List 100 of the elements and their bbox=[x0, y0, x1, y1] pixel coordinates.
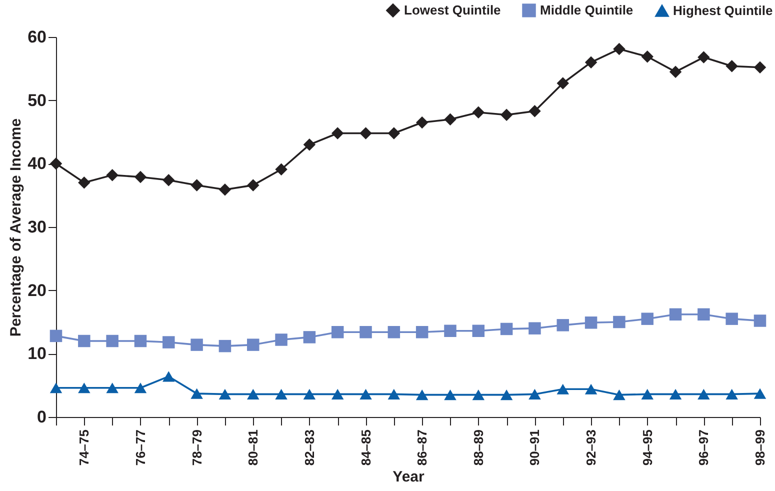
point bbox=[500, 322, 513, 336]
point bbox=[106, 382, 118, 394]
point bbox=[303, 331, 316, 344]
point bbox=[331, 388, 344, 400]
point bbox=[669, 308, 682, 321]
x-tick-label: 84–85 bbox=[358, 430, 374, 466]
point bbox=[641, 388, 654, 400]
point bbox=[444, 324, 456, 337]
x-tick-label: 80–81 bbox=[246, 430, 261, 466]
point bbox=[360, 127, 372, 140]
point bbox=[444, 390, 456, 400]
x-tick-label: 98–99 bbox=[752, 430, 768, 466]
point bbox=[50, 330, 62, 342]
point bbox=[246, 338, 260, 351]
point bbox=[584, 384, 598, 394]
point bbox=[331, 127, 344, 140]
legend-label: Highest Quintile bbox=[673, 2, 773, 18]
point bbox=[162, 371, 175, 382]
point bbox=[78, 176, 90, 189]
point bbox=[162, 174, 175, 186]
point bbox=[528, 388, 541, 400]
point bbox=[698, 51, 710, 64]
x-tick-label: 92–93 bbox=[584, 430, 599, 466]
x-tick-label: 94–95 bbox=[640, 430, 655, 466]
y-axis-title: Percentage of Average Income bbox=[8, 118, 25, 337]
point bbox=[556, 319, 570, 332]
point bbox=[416, 390, 428, 400]
point bbox=[360, 326, 372, 338]
point bbox=[641, 50, 654, 63]
y-tick-label: 10 bbox=[28, 344, 46, 364]
x-tick-label: 74–75 bbox=[76, 430, 92, 466]
point bbox=[726, 388, 738, 400]
x-tick-label: 96–97 bbox=[696, 430, 712, 466]
point bbox=[556, 77, 570, 90]
point bbox=[528, 322, 541, 334]
point bbox=[613, 390, 626, 400]
point bbox=[388, 326, 400, 338]
point bbox=[275, 163, 288, 176]
point bbox=[134, 382, 147, 394]
point bbox=[360, 388, 372, 400]
point bbox=[416, 116, 428, 129]
point bbox=[472, 324, 485, 337]
point bbox=[584, 316, 598, 329]
point bbox=[416, 326, 428, 338]
point bbox=[669, 66, 682, 78]
x-tick-label: 88–89 bbox=[470, 430, 486, 466]
point bbox=[726, 60, 738, 72]
point bbox=[331, 326, 344, 338]
point bbox=[444, 113, 456, 126]
x-tick-label: 78–79 bbox=[189, 430, 204, 466]
point bbox=[726, 312, 738, 325]
y-tick-label: 0 bbox=[37, 408, 46, 426]
legend-label: Lowest Quintile bbox=[404, 2, 501, 18]
point bbox=[275, 388, 288, 400]
x-tick-label: 90–91 bbox=[527, 430, 542, 466]
point bbox=[669, 388, 682, 400]
x-tick-label: 76–77 bbox=[132, 430, 148, 466]
point bbox=[698, 388, 710, 400]
point bbox=[218, 388, 232, 400]
point bbox=[613, 42, 626, 56]
point bbox=[556, 384, 570, 394]
point bbox=[134, 170, 147, 184]
point bbox=[78, 334, 90, 348]
point bbox=[698, 308, 710, 321]
point bbox=[134, 334, 147, 348]
x-axis-title: Year bbox=[392, 468, 425, 486]
point bbox=[246, 179, 260, 192]
point bbox=[388, 388, 400, 400]
point bbox=[78, 382, 90, 394]
point bbox=[162, 336, 175, 348]
point bbox=[584, 56, 598, 68]
point bbox=[641, 312, 654, 325]
point bbox=[218, 340, 232, 352]
y-tick-label: 50 bbox=[28, 90, 46, 110]
point bbox=[500, 390, 513, 400]
point bbox=[472, 390, 485, 400]
point bbox=[246, 388, 260, 400]
legend-label: Middle Quintile bbox=[540, 2, 634, 18]
point bbox=[275, 334, 288, 346]
point bbox=[472, 106, 485, 118]
x-tick-label: 82–83 bbox=[302, 430, 317, 466]
point bbox=[754, 61, 766, 74]
y-tick-label: 30 bbox=[28, 218, 46, 236]
point bbox=[303, 388, 316, 400]
point bbox=[754, 388, 766, 399]
point bbox=[303, 138, 316, 151]
point bbox=[190, 179, 203, 192]
point bbox=[388, 127, 400, 140]
point bbox=[500, 108, 513, 122]
point bbox=[754, 314, 766, 327]
point bbox=[106, 168, 118, 182]
point bbox=[613, 316, 626, 328]
point bbox=[190, 338, 203, 351]
point bbox=[528, 104, 541, 118]
point bbox=[106, 334, 118, 348]
point bbox=[218, 184, 232, 196]
y-tick-label: 60 bbox=[28, 28, 46, 46]
y-tick-label: 20 bbox=[28, 280, 46, 300]
x-tick-label: 86–87 bbox=[414, 430, 430, 466]
point bbox=[190, 388, 203, 399]
